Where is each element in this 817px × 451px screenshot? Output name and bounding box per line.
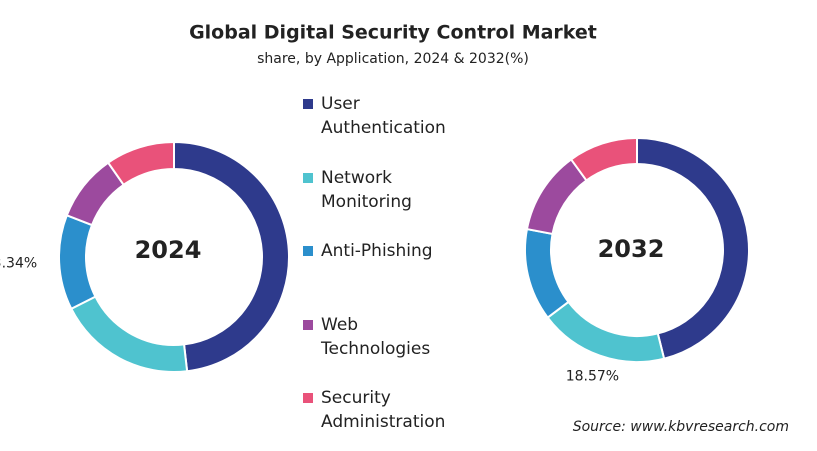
donut-slice [106,140,175,187]
legend-swatch [303,393,313,403]
chart-title: Global Digital Security Control Market [189,22,597,44]
data-label: 13.34% [0,256,37,272]
donut-slice [546,300,666,363]
donut-slice [525,158,588,236]
legend-swatch [303,319,313,330]
donut-slice [569,136,638,182]
source-note: Source: www.kbvresearch.com [572,419,789,435]
center-label: 2032 [598,235,665,263]
legend-swatch [303,99,313,109]
center-label: 2024 [135,236,202,264]
donut-slice [69,295,189,373]
legend-label: Network Monitoring [321,167,412,212]
legend-swatch [303,246,313,256]
legend-swatch [303,172,313,183]
donut-slice [58,213,97,311]
legend-label: User Authentication [321,94,446,138]
chart-subtitle: share, by Application, 2024 & 2032(%) [257,51,529,67]
legend-label: Security Administration [321,388,446,432]
donut-slice [524,227,570,319]
data-label: 18.57% [566,368,619,384]
legend-label: Web Technologies [321,314,431,359]
legend-label: Anti-Phishing [321,241,433,261]
